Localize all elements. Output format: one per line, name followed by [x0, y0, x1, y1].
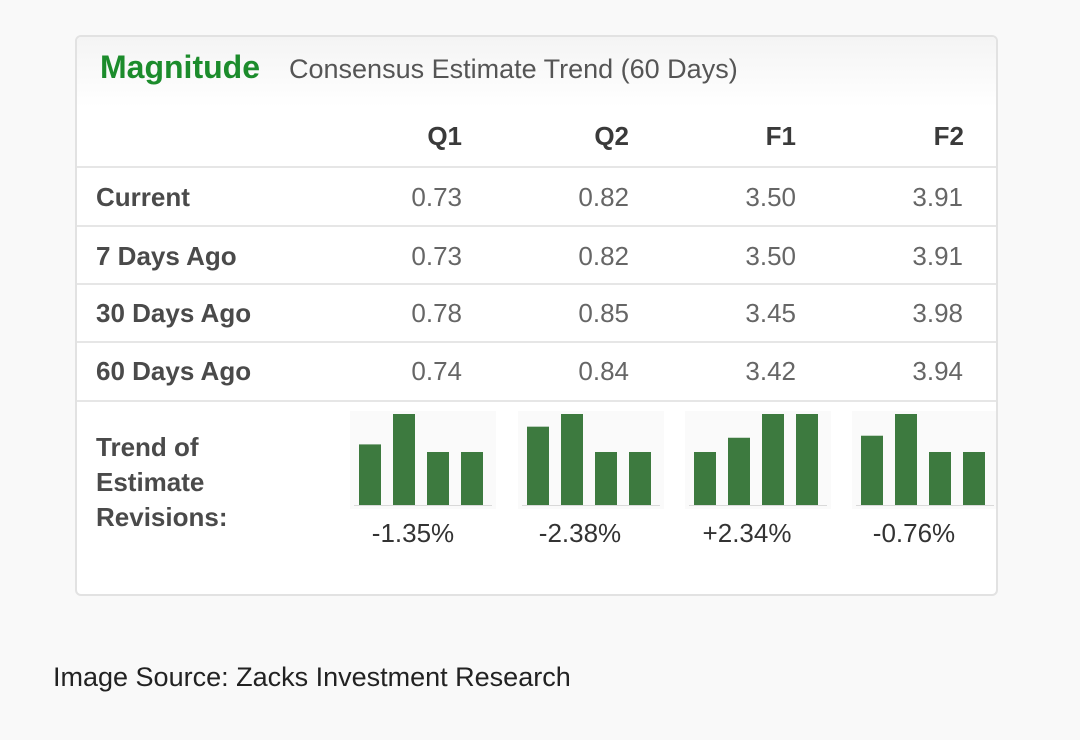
trend-bar-q2-4 — [629, 452, 651, 505]
cell-30d-q1: 0.78 — [411, 298, 462, 328]
title-magnitude: Magnitude — [100, 49, 260, 85]
trend-bar-q1-3 — [427, 452, 449, 505]
cell-60d-q2: 0.84 — [578, 356, 629, 386]
cell-current-q1: 0.73 — [411, 182, 462, 212]
divider — [77, 341, 996, 343]
cell-7d-q1: 0.73 — [411, 241, 462, 271]
change-q2: -2.38% — [538, 518, 622, 548]
cell-current-f2: 3.91 — [912, 182, 963, 212]
divider — [77, 400, 996, 402]
trend-bar-q2-1 — [527, 426, 549, 505]
cell-60d-f2: 3.94 — [912, 356, 963, 386]
cell-60d-q1: 0.74 — [411, 356, 462, 386]
trend-bar-f2-3 — [929, 452, 951, 505]
change-f1: +2.34% — [702, 518, 792, 548]
trend-bar-f1-2 — [728, 437, 750, 505]
sparkline-f2 — [852, 411, 996, 509]
row-label-60-days-ago: 60 Days Ago — [96, 356, 252, 386]
change-f2: -0.76% — [872, 518, 956, 548]
cell-30d-q2: 0.85 — [578, 298, 629, 328]
cell-7d-f2: 3.91 — [912, 241, 963, 271]
divider — [77, 166, 996, 168]
column-header-q1: Q1 — [427, 121, 462, 151]
trend-bar-q1-1 — [359, 444, 381, 505]
trend-bar-f1-3 — [762, 414, 784, 505]
trend-bar-q2-3 — [595, 452, 617, 505]
cell-30d-f2: 3.98 — [912, 298, 963, 328]
trend-bar-f2-1 — [861, 435, 883, 505]
change-q1: -1.35% — [371, 518, 455, 548]
divider — [77, 283, 996, 285]
card-header: Magnitude Consensus Estimate Trend (60 D… — [77, 37, 996, 107]
column-header-q2: Q2 — [594, 121, 629, 151]
trend-label-line: Revisions: — [96, 502, 228, 532]
cell-7d-q2: 0.82 — [578, 241, 629, 271]
sparkline-f1 — [685, 411, 831, 509]
title-subtitle: Consensus Estimate Trend (60 Days) — [289, 54, 738, 84]
row-label-30-days-ago: 30 Days Ago — [96, 298, 252, 328]
row-label-current: Current — [96, 182, 190, 212]
trend-bar-f2-4 — [963, 452, 985, 505]
cell-7d-f1: 3.50 — [745, 241, 796, 271]
trend-label-line: Estimate — [96, 467, 205, 497]
trend-bar-q1-4 — [461, 452, 483, 505]
cell-60d-f1: 3.42 — [745, 356, 796, 386]
sparkline-q2 — [518, 411, 664, 509]
sparkline-q1 — [350, 411, 496, 509]
row-label-7-days-ago: 7 Days Ago — [96, 241, 237, 271]
cell-current-q2: 0.82 — [578, 182, 629, 212]
trend-bar-q2-2 — [561, 414, 583, 505]
trend-label-line: Trend of — [96, 432, 199, 462]
cell-30d-f1: 3.45 — [745, 298, 796, 328]
column-header-f1: F1 — [765, 121, 796, 151]
trend-bar-f1-1 — [694, 452, 716, 505]
image-source-caption: Image Source: Zacks Investment Research — [53, 662, 571, 692]
trend-label: Trend of Estimate Revisions: — [96, 430, 228, 535]
trend-bar-f1-4 — [796, 414, 818, 505]
trend-bar-f2-2 — [895, 414, 917, 505]
estimate-trend-card: Magnitude Consensus Estimate Trend (60 D… — [75, 35, 998, 596]
trend-bar-q1-2 — [393, 414, 415, 505]
cell-current-f1: 3.50 — [745, 182, 796, 212]
column-header-f2: F2 — [933, 121, 964, 151]
divider — [77, 225, 996, 227]
